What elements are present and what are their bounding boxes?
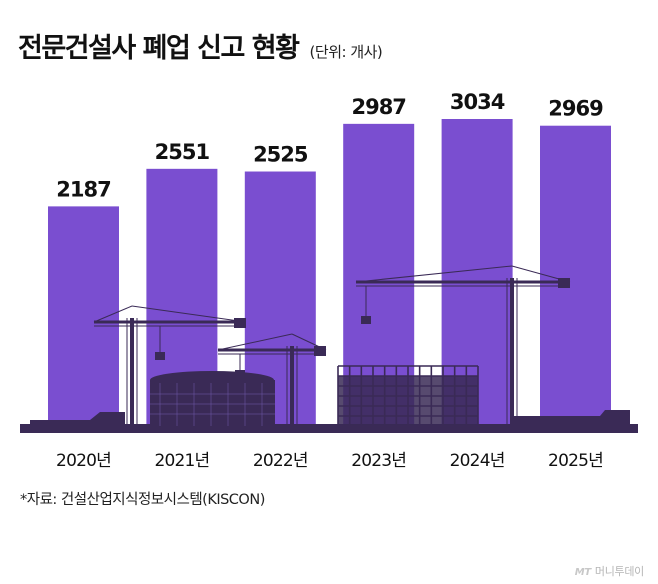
- bar-chart: 2187 2551 2525 2987 3034 2969 2020년 2021년 2022년…: [20, 90, 638, 471]
- publisher-logo-mark: MT: [574, 567, 591, 578]
- title-row: 전문건설사 폐업 신고 현황 (단위: 개사): [18, 26, 383, 65]
- bar-2020년: [48, 206, 119, 432]
- value-label: 2987: [351, 95, 405, 119]
- chart-title: 전문건설사 폐업 신고 현황: [18, 33, 300, 64]
- source-note: *자료: 건설산업지식정보시스템(KISCON): [20, 492, 265, 508]
- category-label: 2023년: [351, 451, 406, 471]
- value-label: 2969: [548, 97, 603, 121]
- value-label: 2187: [56, 177, 110, 201]
- value-label: 3034: [450, 90, 505, 114]
- category-label: 2021년: [154, 451, 209, 471]
- category-label: 2020년: [56, 451, 111, 471]
- bar-2025년: [540, 125, 611, 433]
- value-label: 2551: [155, 140, 210, 164]
- construction-silhouette: [20, 265, 638, 433]
- publisher-logo: MT 머니투데이: [574, 563, 645, 579]
- category-label: 2025년: [548, 451, 603, 471]
- publisher-logo-text: 머니투데이: [594, 565, 644, 578]
- value-label: 2525: [253, 143, 308, 167]
- chart-unit: (단위: 개사): [309, 43, 383, 61]
- category-label: 2024년: [450, 451, 505, 471]
- category-label: 2022년: [253, 451, 308, 471]
